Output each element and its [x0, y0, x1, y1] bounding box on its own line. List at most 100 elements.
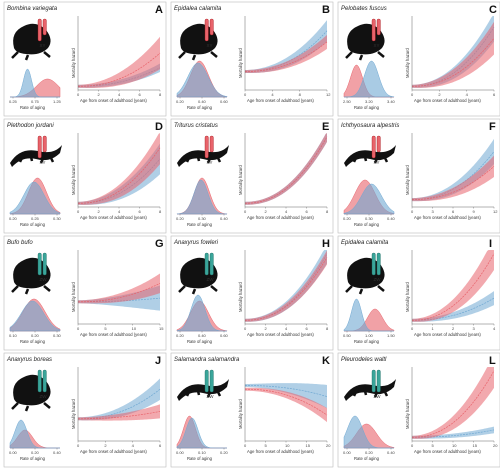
hazard-band-female	[78, 404, 160, 421]
mortality-tick-label: 8	[326, 209, 329, 214]
chromosome-bar	[376, 252, 381, 276]
panel-letter: A	[155, 4, 163, 16]
chromosome-bar	[371, 369, 376, 393]
mortality-plot: 0 2 4 6 8 Age from onset of adulthood (years)…	[238, 250, 329, 337]
hazard-band-female	[245, 34, 327, 73]
density-plot: 0.50 1.00 1.50 Rate of aging	[343, 298, 396, 344]
mortality-y-label: Mortality hazard	[238, 282, 243, 312]
mortality-tick-label: 10	[285, 443, 290, 448]
chromosome-bar	[209, 18, 214, 36]
mortality-tick-label: 6	[493, 92, 496, 97]
hazard-line-female	[244, 257, 328, 321]
mortality-tick-label: 12	[326, 92, 331, 97]
density-male	[176, 294, 228, 332]
density-male	[10, 68, 60, 98]
mortality-tick-label: 1	[432, 326, 435, 331]
limb-marks	[11, 51, 51, 61]
density-tick-label: 0.20	[31, 333, 40, 338]
mortality-tick-label: 8	[159, 209, 162, 214]
density-tick-label: 0.40	[220, 216, 229, 221]
mortality-y-label: Mortality hazard	[405, 165, 410, 195]
panel-F: Ichthyosaura alpestris F XY 0.20 0.30 0.40 Rat…	[337, 118, 500, 234]
sex-system-label: XY	[40, 160, 46, 165]
chromosome-bar	[376, 135, 381, 153]
hazard-line-female	[411, 253, 495, 321]
limb-marks	[345, 51, 385, 61]
limb-marks	[18, 152, 55, 164]
hazard-line-female	[244, 136, 328, 204]
density-x-label: Rate of aging	[20, 456, 46, 461]
mortality-tick-label: 5	[265, 443, 268, 448]
panel-letter: G	[155, 238, 164, 250]
density-tick-label: 0.20	[365, 450, 374, 455]
mortality-tick-label: 2	[438, 92, 441, 97]
mortality-tick-label: 3	[473, 326, 476, 331]
panel-L: Pleurodeles waltl L ZW 0.00 0.20 0.40 Rate of …	[337, 352, 500, 468]
panel-D: Plethodon jordani D XY 0.20 0.25 0.30 Rate of …	[3, 118, 167, 234]
panel-K: Salamandra salamandra K ZW 0.00 0.10 0.20 Rate…	[170, 352, 334, 468]
limb-marks	[178, 51, 218, 61]
density-plot: 0.00 0.20 0.40 Rate of aging	[343, 415, 396, 461]
hazard-line-female	[78, 282, 161, 303]
panel-J: Anaxyrus boreas J ZW 0.00 0.20 0.40 Rate of ag…	[3, 352, 167, 468]
chromosome-bar	[204, 252, 209, 276]
density-x-label: Rate of aging	[354, 105, 380, 110]
mortality-x-label: Age from onset of adulthood (years)	[414, 98, 481, 103]
density-x-label: Rate of aging	[187, 339, 213, 344]
mortality-tick-label: 20	[326, 443, 331, 448]
density-plot: 0.20 0.25 0.30 Rate of aging	[9, 177, 62, 227]
density-tick-label: 0.20	[176, 333, 185, 338]
density-tick-label: 0.60	[220, 333, 229, 338]
mortality-tick-label: 0	[77, 443, 80, 448]
density-plot: 2.50 3.20 3.40 Rate of aging	[343, 60, 396, 110]
mortality-tick-label: 8	[299, 92, 302, 97]
hazard-line-female	[78, 52, 161, 87]
mortality-plot: 0 4 8 12 Age from onset of adulthood (years)…	[238, 16, 331, 103]
density-male	[9, 181, 61, 215]
sex-system-label: XY	[207, 160, 213, 165]
mortality-tick-label: 10	[132, 326, 137, 331]
mortality-plot: 0 5 10 15 20 Age from onset of adulthood (yea…	[238, 367, 331, 454]
mortality-tick-label: 0	[77, 92, 80, 97]
limb-marks	[185, 152, 222, 164]
species-name: Bufo bufo	[7, 240, 33, 246]
mortality-tick-label: 2	[104, 443, 107, 448]
density-tick-label: 0.25	[31, 216, 40, 221]
mortality-y-label: Mortality hazard	[71, 282, 76, 312]
sex-system-label: ZW	[207, 277, 215, 282]
density-x-label: Rate of aging	[354, 222, 380, 227]
limb-marks	[11, 402, 51, 412]
mortality-tick-label: 6	[306, 326, 309, 331]
sex-system-label: ZW	[40, 394, 48, 399]
mortality-tick-label: 0	[411, 443, 414, 448]
mortality-x-label: Age from onset of adulthood (years)	[414, 449, 481, 454]
density-plot: 0.20 0.30 0.40 Rate of aging	[176, 177, 229, 227]
hazard-line-female	[412, 166, 495, 200]
density-tick-label: 0.60	[220, 99, 229, 104]
mortality-tick-label: 4	[466, 92, 469, 97]
chromosome-bar	[376, 369, 381, 393]
density-tick-label: 0.20	[176, 99, 185, 104]
hazard-band-female	[412, 250, 494, 322]
mortality-tick-label: 6	[139, 92, 142, 97]
mortality-tick-label: 4	[285, 209, 288, 214]
mortality-tick-label: 2	[98, 92, 101, 97]
sex-system-label: ZW	[374, 394, 382, 399]
panel-I: Epidalea calamita I ZW 0.50 1.00 1.50 Rate of …	[337, 235, 500, 351]
density-tick-label: 0.40	[387, 216, 396, 221]
species-name: Ichthyosaura alpestris	[341, 123, 399, 129]
mortality-y-label: Mortality hazard	[405, 399, 410, 429]
density-plot: 0.00 0.20 0.40 Rate of aging	[9, 419, 62, 461]
density-x-label: Rate of aging	[20, 222, 46, 227]
hazard-line-female	[245, 41, 328, 72]
sex-system-label: XY	[207, 43, 213, 48]
hazard-line-male	[245, 385, 328, 397]
density-x-label: Rate of aging	[354, 339, 380, 344]
density-tick-label: 0.20	[31, 450, 40, 455]
panel-letter: C	[489, 4, 497, 16]
mortality-tick-label: 4	[118, 209, 121, 214]
panel-B: Epidalea calamita B XY 0.20 0.40 0.60 Rate of …	[170, 1, 334, 117]
mortality-tick-label: 4	[271, 92, 274, 97]
panel-letter: J	[155, 355, 161, 367]
density-male	[343, 183, 395, 215]
